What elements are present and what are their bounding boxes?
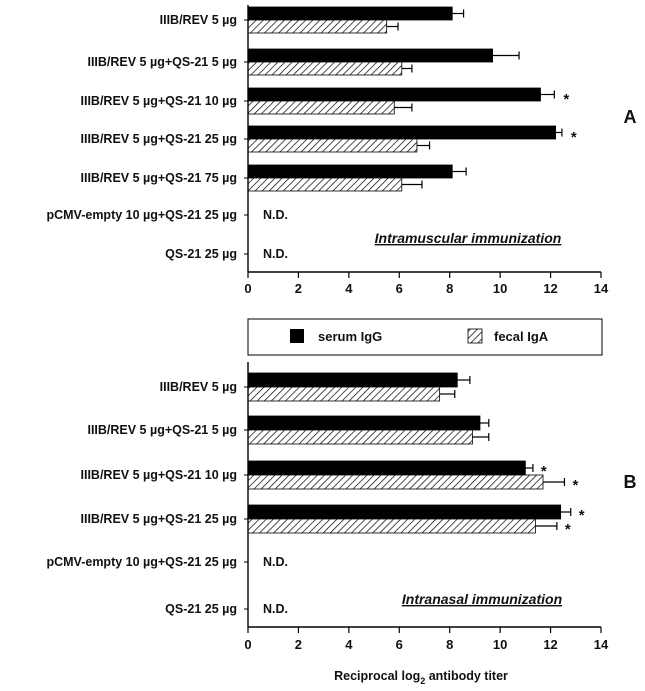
not-determined-label: N.D.: [263, 247, 288, 261]
x-tick-label: 4: [345, 637, 353, 652]
significance-marker: *: [571, 129, 577, 146]
panel-b-axes: 0 2 4 6 8 10 12 14: [244, 362, 609, 652]
bar-fecal-iga: [247, 429, 473, 445]
bar-fecal-iga: [247, 61, 403, 76]
x-tick-label: 4: [345, 281, 353, 296]
category-label: IIIB/REV 5 µg+QS-21 75 µg: [81, 171, 237, 185]
panel-a-axes: 0 2 4 6 8 10 12 14: [244, 5, 609, 296]
legend: serum IgG fecal IgA: [247, 318, 603, 356]
x-axis-label-subscript: 2: [420, 676, 425, 686]
significance-marker: *: [579, 507, 585, 524]
bar-serum-igg: [247, 415, 481, 431]
x-tick-label: 12: [543, 637, 557, 652]
bar-serum-igg: [247, 87, 541, 102]
category-label: IIIB/REV 5 µg: [160, 13, 237, 27]
panel-a-category-labels: IIIB/REV 5 µg IIIB/REV 5 µg+QS-21 5 µg III…: [46, 13, 288, 261]
panel-b-label: B: [624, 472, 637, 492]
panel-b-x-axis-label: Reciprocal log2 antibody titer: [334, 669, 508, 686]
bar-serum-igg: [247, 48, 493, 63]
bar-fecal-iga: [247, 474, 544, 490]
x-axis-label-part-2: antibody titer: [425, 669, 508, 683]
category-label: IIIB/REV 5 µg+QS-21 10 µg: [81, 94, 237, 108]
legend-swatch-fecal-iga: [467, 328, 483, 344]
bar-fecal-iga: [247, 138, 418, 153]
bar-fecal-iga: [247, 19, 388, 34]
category-label: IIIB/REV 5 µg+QS-21 5 µg: [87, 55, 237, 69]
panel-a-label: A: [624, 107, 637, 127]
category-label: pCMV-empty 10 µg+QS-21 25 µg: [46, 208, 237, 222]
bar-serum-igg: [247, 164, 453, 179]
bar-fecal-iga: [247, 386, 441, 402]
not-determined-label: N.D.: [263, 602, 288, 616]
bar-serum-igg: [247, 372, 458, 388]
x-tick-label: 6: [396, 281, 403, 296]
legend-label-fecal-iga: fecal IgA: [494, 329, 549, 344]
significance-marker: *: [572, 477, 578, 494]
panel-b-annotation: Intranasal immunization: [402, 591, 562, 607]
not-determined-label: N.D.: [263, 208, 288, 222]
bar-serum-igg: [247, 125, 557, 140]
legend-swatch-serum-igg: [290, 329, 304, 343]
x-tick-label: 12: [543, 281, 557, 296]
bar-serum-igg: [247, 460, 526, 476]
significance-marker: *: [541, 463, 547, 480]
panel-b-category-labels: IIIB/REV 5 µg IIIB/REV 5 µg+QS-21 5 µg III…: [46, 380, 288, 616]
bar-fecal-iga: [247, 100, 395, 115]
category-label: QS-21 25 µg: [165, 602, 237, 616]
x-tick-label: 14: [594, 637, 609, 652]
panel-b-bars: ****: [247, 372, 585, 538]
bar-fecal-iga: [247, 177, 403, 192]
significance-marker: *: [563, 91, 569, 108]
category-label: pCMV-empty 10 µg+QS-21 25 µg: [46, 555, 237, 569]
bar-serum-igg: [247, 504, 562, 520]
not-determined-label: N.D.: [263, 555, 288, 569]
x-tick-label: 2: [295, 281, 302, 296]
category-label: IIIB/REV 5 µg+QS-21 5 µg: [87, 423, 237, 437]
x-tick-label: 0: [244, 281, 251, 296]
x-axis-label-part-1: Reciprocal log: [334, 669, 420, 683]
category-label: IIIB/REV 5 µg+QS-21 25 µg: [81, 132, 237, 146]
category-label: IIIB/REV 5 µg+QS-21 10 µg: [81, 468, 237, 482]
legend-label-serum-igg: serum IgG: [318, 329, 382, 344]
bar-serum-igg: [247, 6, 453, 21]
panel-a-bars: **: [247, 6, 577, 192]
category-label: IIIB/REV 5 µg: [160, 380, 237, 394]
significance-marker: *: [565, 521, 571, 538]
category-label: QS-21 25 µg: [165, 247, 237, 261]
panel-a-annotation: Intramuscular immunization: [375, 230, 562, 246]
x-tick-label: 6: [396, 637, 403, 652]
x-tick-label: 8: [446, 281, 453, 296]
x-tick-label: 10: [493, 637, 507, 652]
category-label: IIIB/REV 5 µg+QS-21 25 µg: [81, 512, 237, 526]
x-tick-label: 10: [493, 281, 507, 296]
x-tick-label: 14: [594, 281, 609, 296]
legend-box: [247, 318, 603, 356]
x-tick-label: 0: [244, 637, 251, 652]
x-tick-label: 2: [295, 637, 302, 652]
x-tick-label: 8: [446, 637, 453, 652]
bar-fecal-iga: [247, 518, 536, 534]
